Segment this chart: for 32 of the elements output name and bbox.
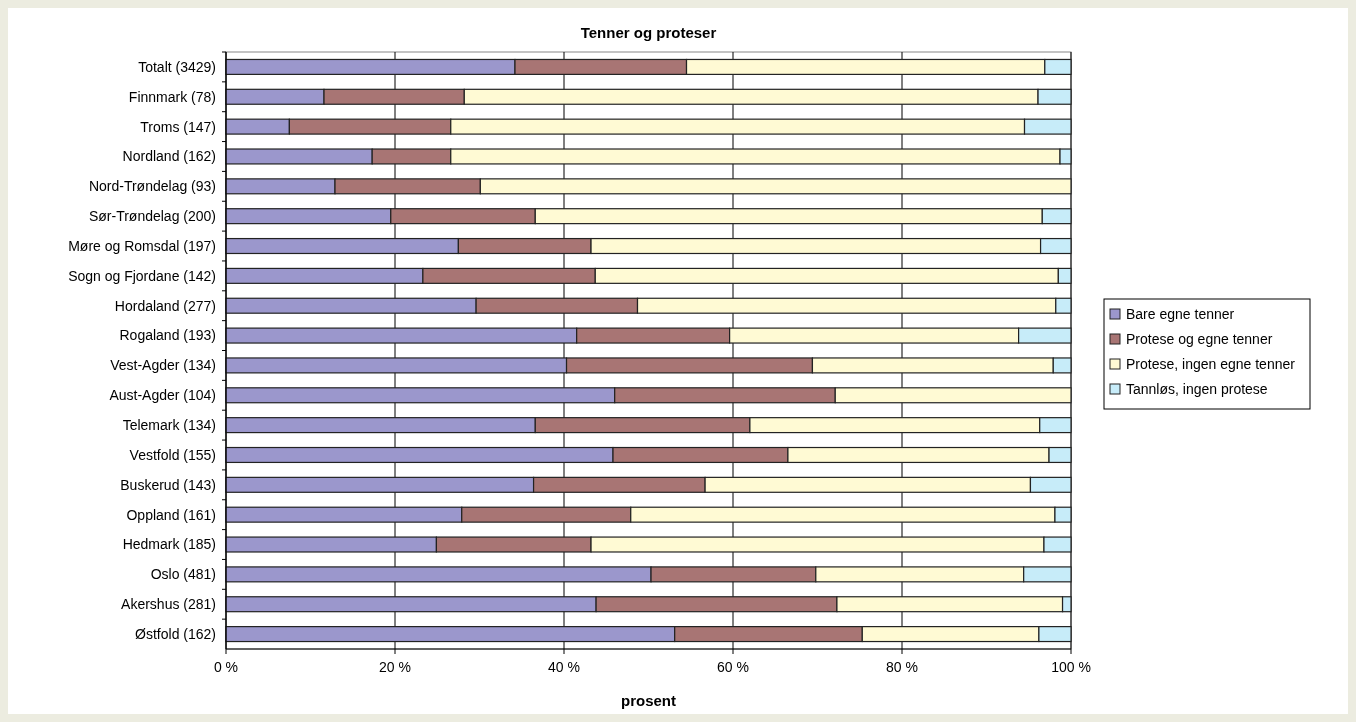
x-tick-label: 40 % bbox=[548, 659, 580, 675]
y-tick-label: Finnmark (78) bbox=[128, 88, 216, 105]
y-tick-label: Sogn og Fjordane (142) bbox=[68, 267, 216, 284]
y-tick-label: Oslo (481) bbox=[150, 566, 216, 583]
legend-label: Tannløs, ingen protese bbox=[1126, 380, 1268, 397]
y-tick-label: Hedmark (185) bbox=[122, 536, 216, 553]
y-tick-label: Hordaland (277) bbox=[114, 297, 216, 314]
x-tick-label: 0 % bbox=[213, 659, 239, 675]
y-tick-label: Troms (147) bbox=[140, 118, 216, 135]
legend-label: Protese, ingen egne tenner bbox=[1126, 355, 1296, 372]
y-tick-label: Telemark (134) bbox=[122, 417, 216, 434]
y-tick-label: Vest-Agder (134) bbox=[110, 357, 216, 374]
x-tick-label: 20 % bbox=[379, 659, 411, 675]
y-tick-label: Sør-Trøndelag (200) bbox=[88, 208, 216, 225]
x-axis-title: prosent bbox=[620, 692, 677, 709]
y-tick-label: Oppland (161) bbox=[126, 506, 216, 523]
y-tick-label: Aust-Agder (104) bbox=[109, 387, 216, 404]
legend-label: Bare egne tenner bbox=[1126, 305, 1235, 322]
y-tick-label: Møre og Romsdal (197) bbox=[68, 237, 216, 254]
y-tick-label: Rogaland (193) bbox=[119, 327, 216, 344]
y-tick-label: Totalt (3429) bbox=[138, 58, 216, 75]
x-tick-label: 80 % bbox=[886, 659, 918, 675]
y-tick-label: Vestfold (155) bbox=[129, 446, 216, 463]
y-tick-label: Akershus (281) bbox=[121, 596, 216, 613]
y-tick-label: Buskerud (143) bbox=[120, 476, 216, 493]
x-tick-label: 60 % bbox=[717, 659, 749, 675]
chart-title: Tenner og proteser bbox=[580, 24, 717, 41]
y-tick-label: Østfold (162) bbox=[135, 625, 216, 642]
legend-label: Protese og egne tenner bbox=[1126, 330, 1273, 347]
y-tick-label: Nord-Trøndelag (93) bbox=[88, 178, 216, 195]
y-tick-label: Nordland (162) bbox=[122, 148, 216, 165]
x-tick-label: 100 % bbox=[1051, 659, 1091, 675]
